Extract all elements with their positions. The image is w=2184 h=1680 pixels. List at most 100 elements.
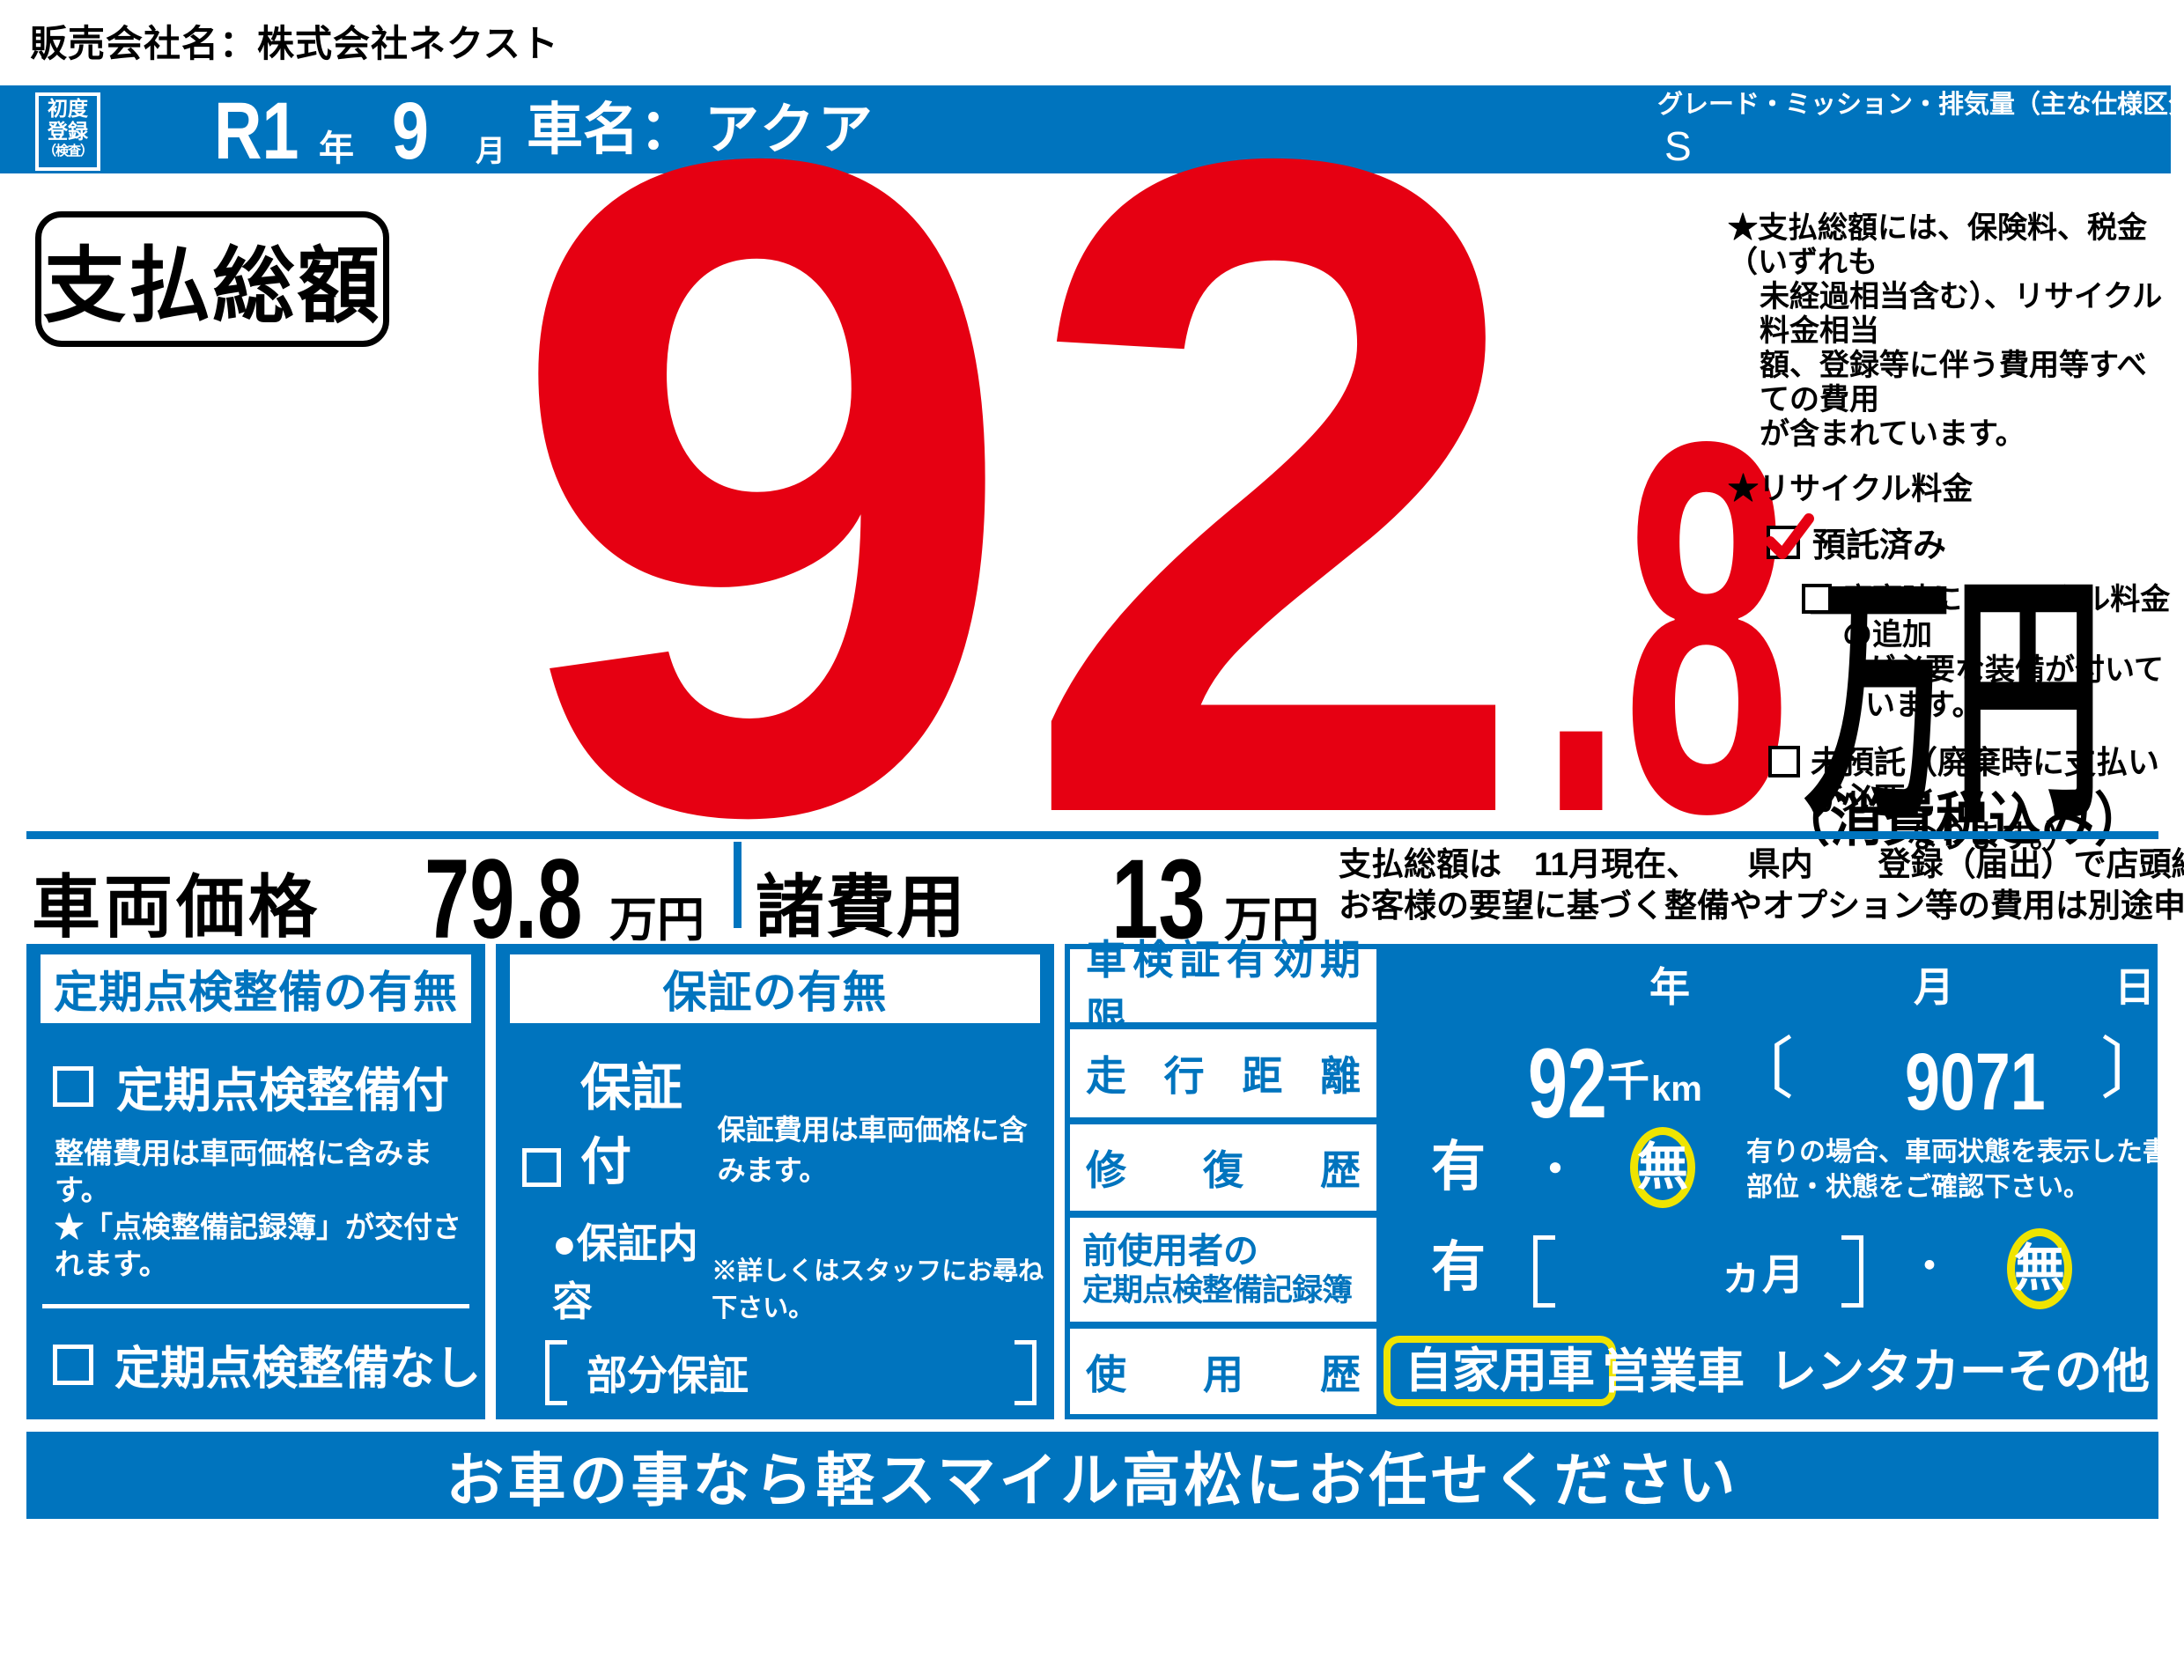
maintenance-needs-note: ★車両状態を表示した書面にて、 部位・状態をご確認下さい。: [104, 1552, 469, 1648]
warranty-with-checkbox[interactable]: [522, 1148, 561, 1187]
car-name-label: 車名：: [527, 98, 696, 161]
maintenance-with-label: 定期点検整備付: [116, 1065, 449, 1117]
total-price-label-box: 支払総額: [35, 211, 389, 347]
record-yes: 有: [1431, 1237, 1487, 1298]
warranty-without-row: 保証なし: [522, 1609, 1054, 1680]
dealer-label: 販売会社名：: [30, 23, 258, 64]
warranty-content-label: ●保証内容: [552, 1220, 698, 1324]
warranty-content-row: ●保証内容 ※詳しくはスタッフにお尋ね下さい。: [552, 1212, 1054, 1328]
mileage-content: 92 千 km 〔 9071 〕: [1376, 1029, 2167, 1133]
total-price-tax-note: （消費税込み）: [1777, 787, 2147, 852]
warranty-content-bracket: 部分保証: [545, 1340, 1037, 1405]
odometer-bracket-open: 〔: [1727, 1032, 1794, 1107]
price-divider: [734, 842, 742, 928]
total-price-integer: 92: [506, 113, 1532, 857]
maintenance-without-row: 定期点検整備なし: [53, 1331, 485, 1397]
total-price-decimal: .8: [1539, 333, 1790, 857]
usage-other: その他: [2007, 1345, 2150, 1398]
warranty-panel: 保証の有無 保証付 保証費用は車両価格に含みます。 ●保証内容 ※詳しくはスタッ…: [496, 944, 1054, 1676]
car-name: アクア: [705, 99, 876, 160]
recycle-deposited-label: 預託済み: [1812, 527, 1947, 564]
recycle-extra-line1: 廃棄時にリサイクル料金の追加: [1842, 583, 2171, 652]
warranty-with-label: 保証付: [580, 1059, 683, 1190]
maintenance-panel-title: 定期点検整備の有無: [41, 954, 471, 1023]
table-row: 使用歴 自家用車 営業車 レンタカー その他: [1070, 1329, 2152, 1414]
bracket-close: [1841, 1235, 1863, 1308]
maintenance-without-label: 定期点検整備なし: [114, 1344, 482, 1395]
total-price-figure: 92 .8 万円 （消費税込み）: [506, 113, 2147, 857]
dealer-line: 販売会社名：株式会社ネクスト: [30, 14, 559, 68]
usage-history-content: 自家用車 営業車 レンタカー その他: [1376, 1329, 2152, 1414]
vehicle-price-label: 車両価格: [32, 868, 321, 946]
odometer-bracket-close: 〕: [2100, 1032, 2167, 1107]
recycle-deposited-checkbox[interactable]: [1765, 512, 1814, 559]
check-icon: [1765, 512, 1814, 559]
mileage-unit-a: 千: [1607, 1058, 1650, 1105]
vehicle-price-value: 79.8: [424, 836, 583, 962]
header-bar: 初度 登録 （検査） R1 年 9 月 車名： アクア グレード・ミッション・排…: [0, 85, 2184, 176]
table-row: 走行距離 92 千 km 〔 9071 〕: [1070, 1029, 2167, 1133]
recycle-extra-row: 廃棄時にリサイクル料金の追加 が必要な装備が付いています。: [1802, 582, 2173, 723]
total-price-unit: 万円: [1804, 553, 2103, 849]
record-no-circled: 無: [2007, 1228, 2072, 1309]
mileage-unit-b: km: [1651, 1070, 1702, 1109]
warranty-with-note: 保証費用は車両価格に含みます。: [717, 1114, 1028, 1186]
usage-history-label: 使用歴: [1070, 1329, 1376, 1414]
usage-private-highlighted: 自家用車: [1383, 1336, 1616, 1406]
grade-label: グレード・ミッション・排気量（主な仕様区分）: [1657, 91, 2184, 119]
recycle-fee-title: ★リサイクル料金: [1728, 472, 1974, 506]
fees-value: 13: [1111, 836, 1206, 962]
warranty-period-km-unit-b: km: [966, 1528, 1015, 1565]
recycle-not-deposited-line1: 未預託（廃棄時に支払いが必要と: [1811, 744, 2160, 817]
mileage-value: 92: [1528, 1028, 1607, 1138]
table-row: 車検証有効期限 年 月 日: [1070, 937, 2155, 1041]
month-suffix: 月: [476, 135, 505, 168]
side-notes: ★支払総額には、保険料、税金（いずれも 未経過相当含む）、リサイクル料金相当 額…: [1728, 211, 2173, 855]
recycle-extra-checkbox[interactable]: [1802, 584, 1832, 614]
odometer-value: 9071: [1905, 1037, 2046, 1127]
registration-era-year: R1: [214, 86, 299, 176]
warranty-divider: [512, 1587, 1038, 1591]
grade-value: S: [1664, 123, 1692, 169]
maintenance-record-content: 有 ヵ月 ・ 無: [1376, 1218, 2152, 1322]
price-conditions-note: 支払総額は 11月現在、 県内 登録（届出）で店頭納車の場合の価格です。 お客様…: [1339, 844, 2184, 926]
bracket-open: [545, 1340, 567, 1405]
record-months-unit: ヵ月: [1720, 1252, 1805, 1299]
inspection-expiry-content: 年 月 日: [1376, 949, 2155, 1022]
repair-history-label: 修復歴: [1070, 1124, 1376, 1211]
fees-label: 諸費用: [756, 868, 968, 946]
recycle-deposited-row: 預託済み: [1765, 512, 2173, 566]
footer-message: お車の事なら軽スマイル高松にお任せください: [446, 1447, 1739, 1513]
repair-no-circled: 無: [1630, 1127, 1695, 1208]
vehicle-info-table: 車検証有効期限 年 月 日 走行距離 92 千 km 〔 9071 〕 修復歴 …: [1065, 937, 2184, 1419]
repair-yes: 有: [1431, 1137, 1487, 1197]
maintenance-with-checkbox[interactable]: [53, 1065, 93, 1107]
table-row: 修復歴 有 ・ 無 有りの場合、車両状態を表示した書面にて、 部位・状態をご確認…: [1070, 1124, 2184, 1211]
year-suffix: 年: [319, 129, 354, 168]
warranty-panel-title: 保証の有無: [510, 954, 1040, 1023]
usage-rental: レンタカー: [1769, 1345, 2007, 1398]
maintenance-divider: [42, 1304, 469, 1308]
recycle-extra-line2: が必要な装備が付いています。: [1865, 653, 2164, 722]
registration-month: 9: [392, 86, 429, 176]
vehicle-price-unit: 万円: [609, 894, 705, 947]
maintenance-with-row: 定期点検整備付: [53, 1051, 485, 1121]
bracket-open: [1533, 1235, 1555, 1308]
recycle-not-deposited-checkbox[interactable]: [1768, 746, 1800, 777]
table-row: 前使用者の 定期点検整備記録簿 有 ヵ月 ・ 無: [1070, 1218, 2152, 1322]
maintenance-record-label: 前使用者の 定期点検整備記録簿: [1070, 1218, 1376, 1322]
mileage-label: 走行距離: [1070, 1029, 1376, 1117]
inspection-expiry-label: 車検証有効期限: [1070, 937, 1376, 1041]
maintenance-with-note: 整備費用は車両価格に含みます。 ★「点検整備記録簿」が交付されます。: [55, 1137, 461, 1280]
warranty-content-value: 部分保証: [587, 1352, 749, 1398]
repair-history-content: 有 ・ 無 有りの場合、車両状態を表示した書面にて、 部位・状態をご確認下さい。: [1376, 1124, 2184, 1211]
total-note: ★支払総額には、保険料、税金（いずれも 未経過相当含む）、リサイクル料金相当 額…: [1728, 211, 2163, 451]
bracket-close: [1015, 1340, 1037, 1405]
warranty-without-checkbox[interactable]: [522, 1625, 561, 1664]
maintenance-panel: 定期点検整備の有無 定期点検整備付 整備費用は車両価格に含みます。 ★「点検整備…: [26, 944, 485, 1648]
usage-commercial: 営業車: [1602, 1345, 1745, 1398]
top-separator-rule: [26, 831, 2158, 839]
warranty-without-label: 保証なし: [582, 1620, 779, 1676]
price-note-line2: お客様の要望に基づく整備やオプション等の費用は別途申し受けます。: [1339, 888, 2184, 924]
maintenance-without-checkbox[interactable]: [53, 1344, 93, 1385]
